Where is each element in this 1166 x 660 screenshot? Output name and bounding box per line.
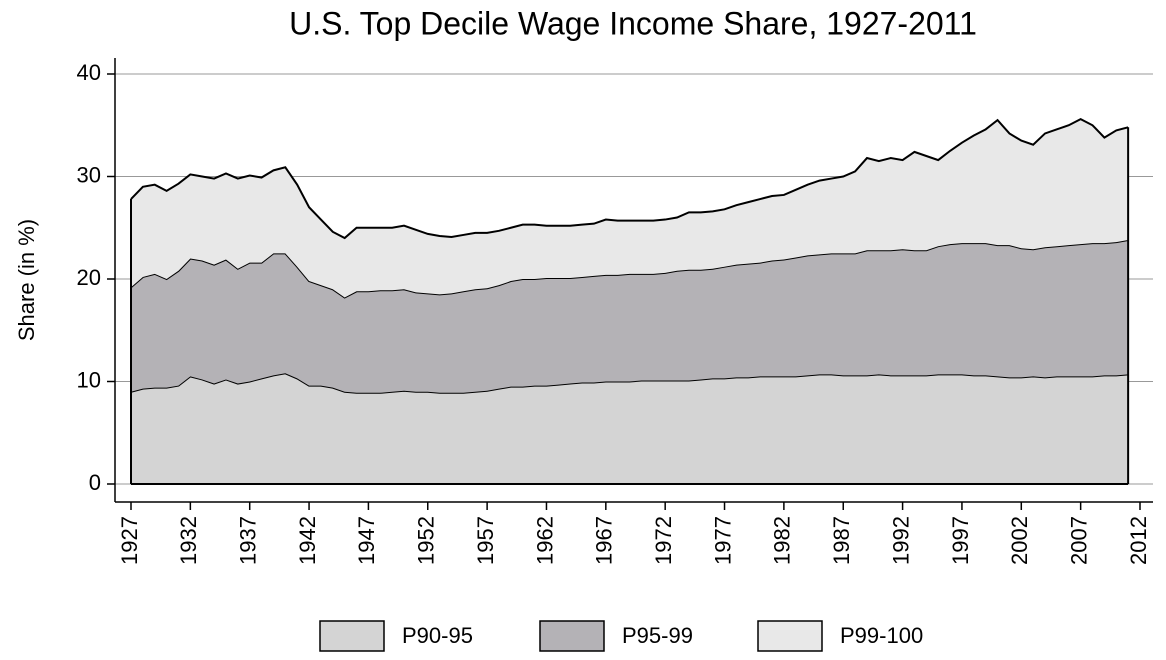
y-axis-label: Share (in %) [14,219,39,341]
x-tick-label: 1962 [532,516,557,565]
y-tick-label: 10 [77,367,101,392]
y-tick-label: 40 [77,60,101,85]
x-tick-label: 1947 [354,516,379,565]
x-tick-label: 1942 [295,516,320,565]
area-edge [130,117,1129,240]
x-tick-label: 1967 [592,516,617,565]
x-tick-label: 1987 [829,516,854,565]
y-tick-label: 0 [89,470,101,495]
x-tick-label: 1937 [236,516,261,565]
x-tick-label: 1972 [651,516,676,565]
x-tick-label: 2007 [1066,516,1091,565]
x-tick-label: 1952 [414,516,439,565]
legend-swatch [539,620,605,652]
legend-label: P90-95 [402,623,473,648]
x-tick-label: 1982 [770,516,795,565]
legend-label: P95-99 [622,623,693,648]
x-tick-label: 1997 [948,516,973,565]
area [131,373,1129,484]
area [131,119,1129,298]
x-tick-label: 2002 [1007,516,1032,565]
legend-swatch [319,620,385,652]
area [131,240,1129,393]
chart-title: U.S. Top Decile Wage Income Share, 1927-… [289,5,977,41]
y-tick-label: 30 [77,162,101,187]
x-tick-label: 1927 [117,516,142,565]
x-tick-label: 1957 [473,516,498,565]
x-tick-label: 1992 [888,516,913,565]
x-tick-label: 1932 [176,516,201,565]
x-tick-label: 1977 [710,516,735,565]
legend-swatch [757,620,823,652]
y-tick-label: 20 [77,265,101,290]
x-tick-label: 2012 [1126,516,1151,565]
legend-label: P99-100 [840,623,923,648]
